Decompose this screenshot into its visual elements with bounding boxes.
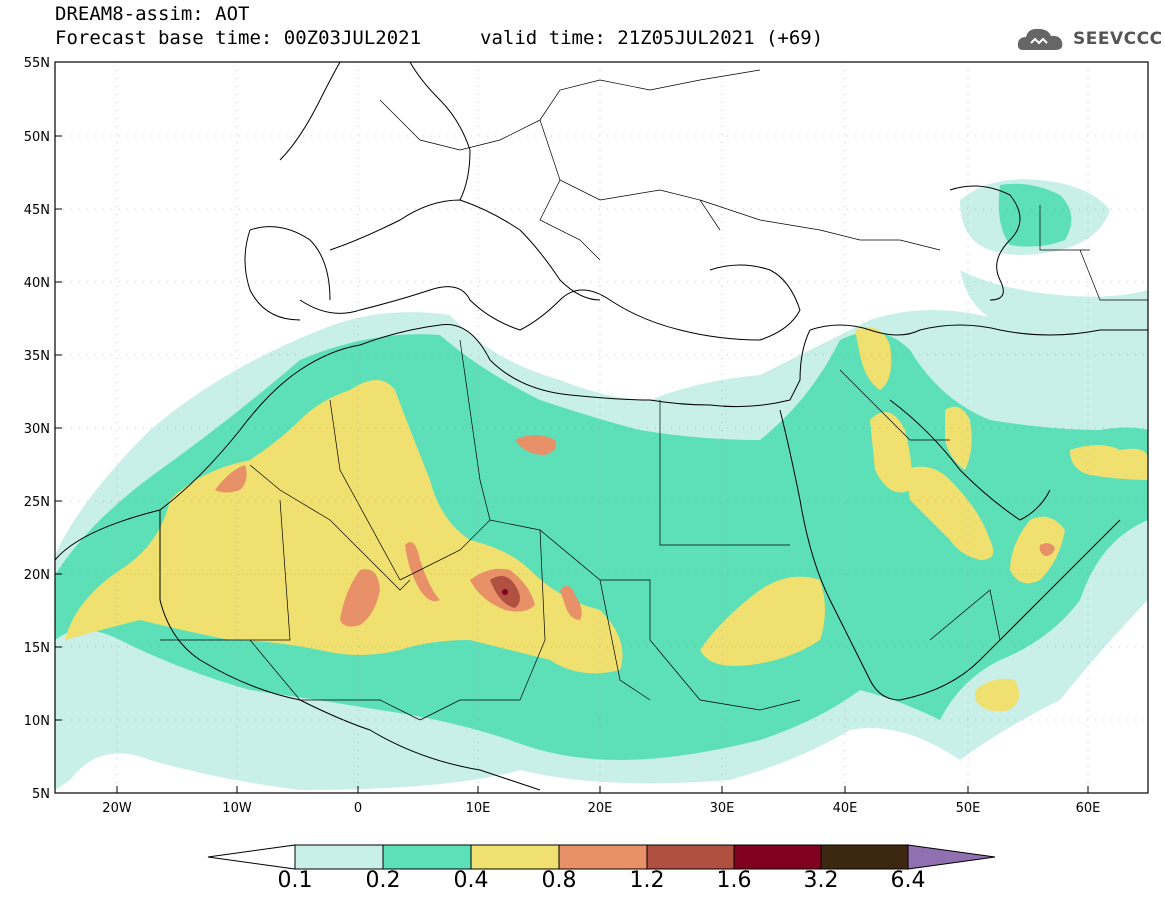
- lon-label: 10W: [222, 801, 252, 816]
- colorbar: [207, 844, 996, 870]
- lat-label: 30N: [24, 422, 50, 437]
- colorbar-label: 3.2: [803, 868, 839, 893]
- colorbar-label: 1.2: [629, 868, 665, 893]
- lat-label: 45N: [24, 203, 50, 218]
- colorbar-label: 1.6: [716, 868, 752, 893]
- colorbar-label: 0.8: [541, 868, 577, 893]
- lat-label: 40N: [24, 276, 50, 291]
- colorbar-label: 0.1: [277, 868, 313, 893]
- lat-label: 20N: [24, 568, 50, 583]
- lat-label: 50N: [24, 130, 50, 145]
- logo-text: SEEVCCC: [1073, 29, 1163, 49]
- colorbar-label: 0.4: [453, 868, 489, 893]
- lat-label: 5N: [32, 787, 50, 802]
- latitude-labels: 55N 50N 45N 40N 35N 30N 25N 20N 15N 10N …: [24, 56, 50, 802]
- lat-label: 15N: [24, 641, 50, 656]
- colorbar-labels: 0.1 0.2 0.4 0.8 1.2 1.6 3.2 6.4: [0, 868, 1165, 898]
- lon-label: 30E: [710, 801, 735, 816]
- lon-label: 40E: [833, 801, 858, 816]
- lon-label: 20W: [102, 801, 132, 816]
- lat-label: 55N: [24, 56, 50, 71]
- lon-label: 60E: [1076, 801, 1101, 816]
- lon-label: 10E: [466, 801, 491, 816]
- colorbar-segment: [294, 844, 384, 870]
- lat-label: 25N: [24, 495, 50, 510]
- colorbar-over-arrow: [907, 844, 996, 870]
- lat-label: 10N: [24, 714, 50, 729]
- cloud-icon: [1017, 28, 1063, 50]
- colorbar-segment: [382, 844, 472, 870]
- lon-label: 50E: [956, 801, 981, 816]
- longitude-labels: 20W 10W 0 10E 20E 30E 40E 50E 60E: [102, 801, 1100, 816]
- tick-marks: [55, 61, 1089, 793]
- aot-level-0-4: [65, 327, 1148, 712]
- colorbar-segment: [558, 844, 648, 870]
- country-borders: [160, 69, 1148, 721]
- lon-label: 20E: [588, 801, 613, 816]
- lat-label: 35N: [24, 349, 50, 364]
- lon-label: 0: [354, 801, 362, 816]
- aot-level-1-6: [502, 589, 508, 595]
- colorbar-segment: [733, 844, 822, 870]
- valid-time: valid time: 21Z05JUL2021 (+69): [480, 27, 824, 49]
- colorbar-label: 6.4: [890, 868, 926, 893]
- map-title: DREAM8-assim: AOT: [55, 3, 250, 25]
- colorbar-under-arrow: [207, 844, 296, 870]
- colorbar-segment: [820, 844, 909, 870]
- colorbar-segment: [470, 844, 560, 870]
- forecast-base-time: Forecast base time: 00Z03JUL2021: [55, 27, 422, 49]
- colorbar-label: 0.2: [365, 868, 401, 893]
- colorbar-segment: [646, 844, 735, 870]
